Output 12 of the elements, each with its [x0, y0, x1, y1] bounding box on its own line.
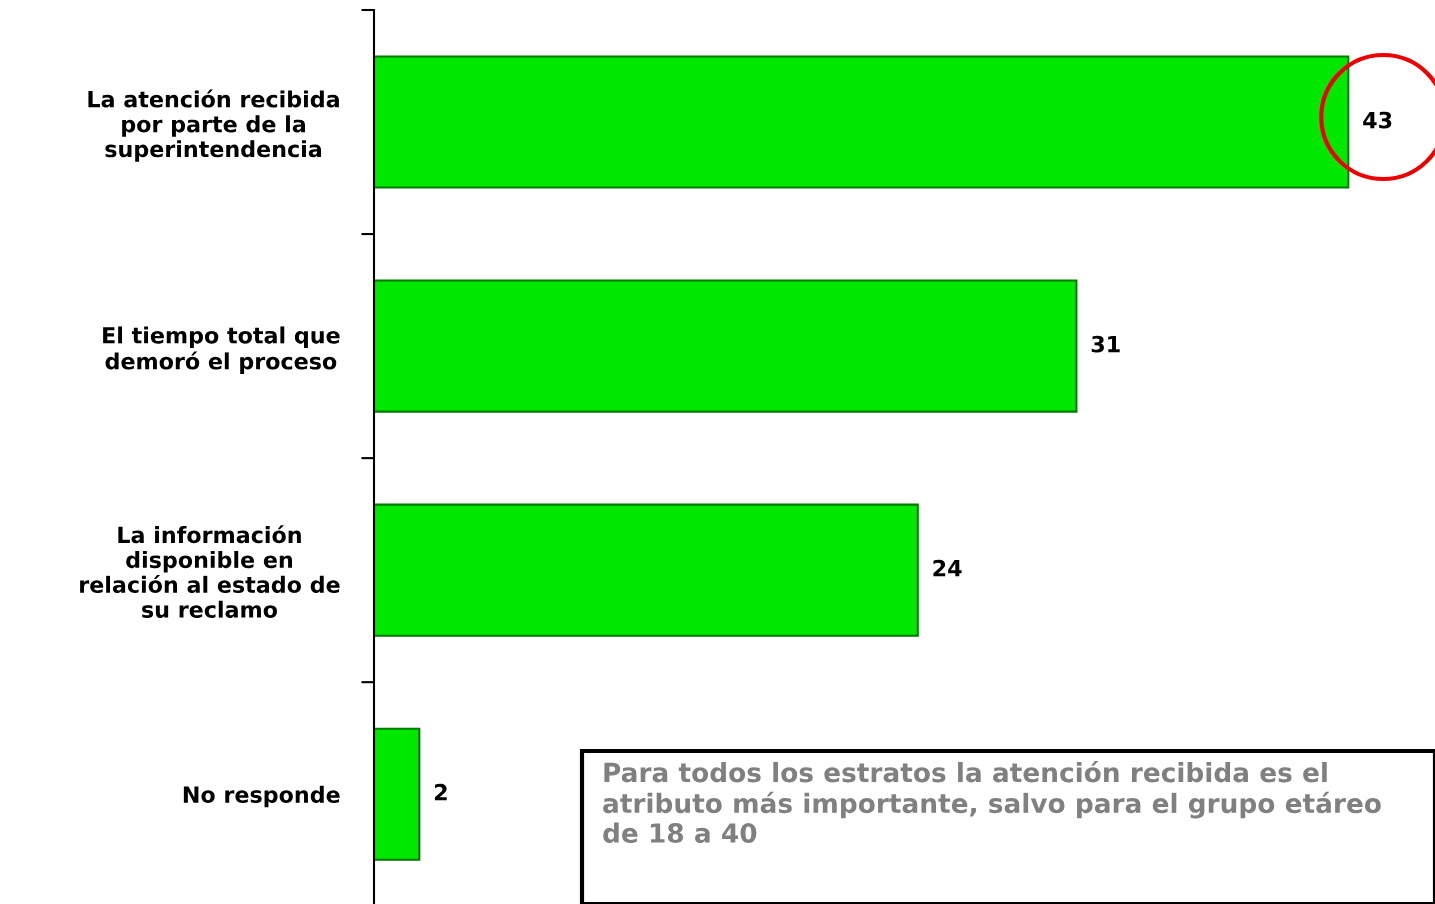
y-tick-label: No responde [183, 785, 340, 808]
bar [374, 503, 919, 637]
bar [374, 279, 1078, 413]
y-tick-label: El tiempo total que demoró el proceso [103, 326, 340, 374]
bar [374, 727, 421, 861]
y-tick-label: La información disponible en relación al estado de su reclamo [80, 525, 340, 618]
data-label: 2 [434, 783, 447, 801]
y-tick-label: La atención recibida por parte de la superintendencia [88, 89, 339, 162]
data-label: 24 [933, 559, 962, 577]
annotation: Para todos los estratos la atención recibida es el atributo más importante, salvo para el grupo etáreo de 18 a 40 [603, 760, 1381, 843]
data-label: 43 [1363, 111, 1392, 129]
data-label: 31 [1091, 335, 1120, 353]
